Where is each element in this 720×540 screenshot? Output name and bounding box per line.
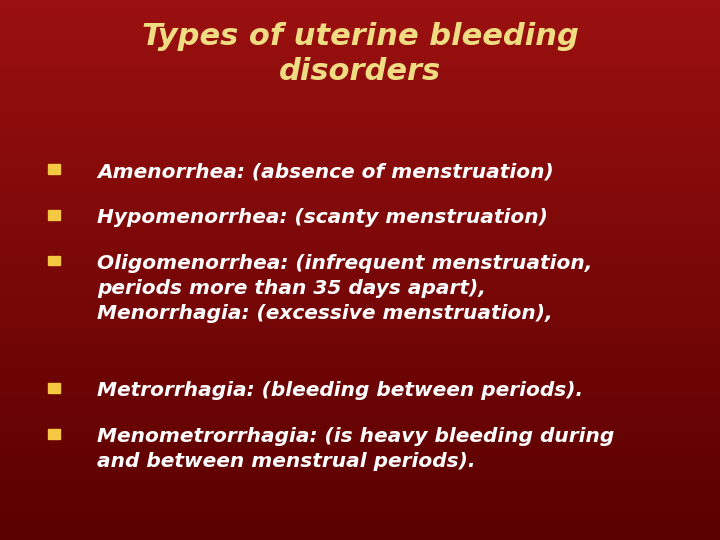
FancyBboxPatch shape	[48, 256, 60, 266]
Text: Types of uterine bleeding
disorders: Types of uterine bleeding disorders	[142, 22, 578, 86]
FancyBboxPatch shape	[48, 383, 60, 393]
Text: Menometrorrhagia: (is heavy bleeding during
and between menstrual periods).: Menometrorrhagia: (is heavy bleeding dur…	[97, 427, 614, 471]
Text: Oligomenorrhea: (infrequent menstruation,
periods more than 35 days apart),
Meno: Oligomenorrhea: (infrequent menstruation…	[97, 254, 593, 323]
Text: Hypomenorrhea: (scanty menstruation): Hypomenorrhea: (scanty menstruation)	[97, 208, 548, 227]
FancyBboxPatch shape	[48, 164, 60, 174]
Text: Amenorrhea: (absence of menstruation): Amenorrhea: (absence of menstruation)	[97, 162, 554, 181]
FancyBboxPatch shape	[48, 429, 60, 439]
Text: Metrorrhagia: (bleeding between periods).: Metrorrhagia: (bleeding between periods)…	[97, 381, 583, 400]
FancyBboxPatch shape	[48, 210, 60, 220]
